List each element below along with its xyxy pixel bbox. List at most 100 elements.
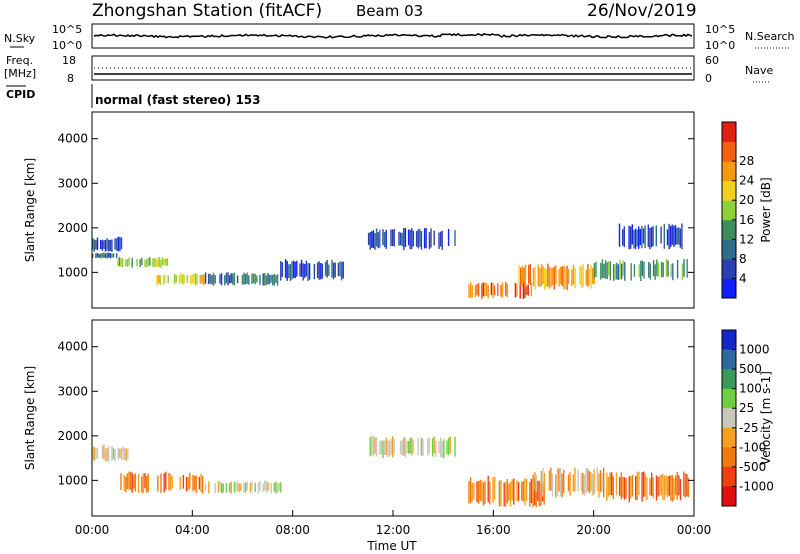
cpid-label: CPID bbox=[6, 88, 35, 101]
nave-tick-top-right: 60 bbox=[705, 54, 719, 67]
nsearch-label: N.Search bbox=[745, 30, 795, 43]
power-colorbar: 4 8 12 16 20 24 28 bbox=[721, 121, 754, 299]
colorbar-tick-1: 8 bbox=[739, 252, 747, 266]
velocity-echo-band-5 bbox=[532, 467, 605, 498]
nsky-frame bbox=[91, 23, 695, 49]
colorbar-tick-0: 4 bbox=[739, 271, 747, 285]
power-echo-band-9 bbox=[593, 259, 688, 281]
colorbar-cell-0 bbox=[722, 278, 736, 299]
velocity-echoes bbox=[92, 435, 690, 508]
colorbar-cell-5 bbox=[722, 427, 736, 448]
colorbar-cell-2 bbox=[722, 369, 736, 390]
nsky-trace bbox=[93, 32, 693, 39]
colorbar-tick-1: 500 bbox=[739, 362, 762, 376]
power-echo-band-4 bbox=[204, 272, 279, 286]
velocity-echo-band-2 bbox=[204, 480, 282, 494]
nave-tick-bottom-right: 0 bbox=[705, 72, 712, 85]
colorbar-tick-4: -25 bbox=[739, 421, 759, 435]
colorbar-cell-1 bbox=[722, 349, 736, 370]
colorbar-tick-3: 16 bbox=[739, 213, 754, 227]
time-axis-label: Time UT bbox=[366, 539, 417, 553]
power-yticks: 1000 2000 3000 4000 bbox=[57, 132, 694, 279]
nsky-panel: N.Sky 10^5 10^0 10^5 10^0 N.Search bbox=[4, 23, 795, 52]
ytick-label-0: 1000 bbox=[57, 265, 88, 279]
ytick-label-1: 2000 bbox=[57, 221, 88, 235]
power-panel: 1000 2000 3000 4000 Slant Range [km] 4 8 12 16… bbox=[23, 111, 773, 309]
colorbar-tick-5: -100 bbox=[739, 440, 766, 454]
velocity-cbar-label: Velocity [m s-1] bbox=[759, 371, 773, 465]
velocity-echo-band-1 bbox=[120, 471, 204, 494]
nave-label: Nave bbox=[745, 64, 773, 77]
power-echo-band-6 bbox=[367, 227, 456, 251]
xtick-label-5: 20:00 bbox=[576, 523, 611, 537]
freq-tick-top-left: 18 bbox=[62, 54, 76, 67]
colorbar-cell-3 bbox=[722, 219, 736, 240]
colorbar-cell-3 bbox=[722, 388, 736, 409]
colorbar-tick-6: -500 bbox=[739, 460, 766, 474]
colorbar-cell-5 bbox=[722, 180, 736, 201]
velocity-echo-band-0 bbox=[92, 444, 129, 463]
xtick-label-3: 12:00 bbox=[376, 523, 411, 537]
power-echo-band-7 bbox=[468, 281, 533, 299]
date-title: 26/Nov/2019 bbox=[587, 1, 697, 21]
power-echo-band-5 bbox=[280, 259, 344, 282]
velocity-echo-band-4 bbox=[468, 476, 545, 508]
ytick-label-3: 4000 bbox=[57, 340, 88, 354]
power-echo-band-0 bbox=[92, 236, 123, 252]
colorbar-tick-7: -1000 bbox=[739, 479, 774, 493]
power-echo-band-1 bbox=[92, 252, 118, 259]
freq-label-line2: [MHz] bbox=[4, 67, 36, 80]
nsky-tick-top-left: 10^5 bbox=[52, 23, 82, 36]
freq-label-line1: Freq. bbox=[6, 54, 33, 67]
colorbar-cell-2 bbox=[722, 239, 736, 260]
freq-panel: Freq. [MHz] 18 8 60 0 Nave bbox=[4, 54, 773, 85]
ytick-label-2: 3000 bbox=[57, 176, 88, 190]
ytick-label-2: 3000 bbox=[57, 384, 88, 398]
velocity-colorbar: 1000 500 100 25 -25 -100 -500 -1000 bbox=[721, 329, 774, 507]
colorbar-tick-2: 100 bbox=[739, 382, 762, 396]
station-title: Zhongshan Station (fitACF) bbox=[92, 1, 322, 21]
colorbar-tick-6: 28 bbox=[739, 154, 754, 168]
xtick-label-6: 00:00 bbox=[677, 523, 712, 537]
power-frame bbox=[91, 111, 695, 309]
colorbar-tick-5: 24 bbox=[739, 174, 754, 188]
colorbar-cell-8 bbox=[722, 486, 736, 507]
xtick-label-4: 16:00 bbox=[476, 523, 511, 537]
velocity-yticks: 1000 2000 3000 4000 bbox=[57, 340, 694, 487]
ytick-label-1: 2000 bbox=[57, 429, 88, 443]
cpid-mode-text: normal (fast stereo) 153 bbox=[95, 93, 261, 107]
colorbar-cell-7 bbox=[722, 466, 736, 487]
colorbar-tick-0: 1000 bbox=[739, 343, 770, 357]
colorbar-tick-3: 25 bbox=[739, 401, 754, 415]
velocity-panel: 1000 2000 3000 4000 00:00 04:00 08:00 12:00 16:… bbox=[23, 319, 774, 553]
nsky-tick-bottom-left: 10^0 bbox=[52, 39, 82, 52]
cpid-panel: CPID normal (fast stereo) 153 bbox=[6, 84, 261, 108]
colorbar-cell-4 bbox=[722, 408, 736, 429]
colorbar-cell-1 bbox=[722, 258, 736, 279]
velocity-ylabel: Slant Range [km] bbox=[23, 366, 37, 470]
colorbar-tick-2: 12 bbox=[739, 232, 754, 246]
xtick-label-1: 04:00 bbox=[175, 523, 210, 537]
power-cbar-label: Power [dB] bbox=[759, 177, 773, 242]
freq-frame bbox=[91, 55, 695, 81]
power-echo-band-2 bbox=[117, 256, 169, 268]
power-echo-band-10 bbox=[618, 223, 683, 250]
ytick-label-3: 4000 bbox=[57, 132, 88, 146]
velocity-xticks: 00:00 04:00 08:00 12:00 16:00 20:00 00:00 bbox=[75, 510, 712, 537]
colorbar-cell-6 bbox=[722, 447, 736, 468]
nsky-label: N.Sky bbox=[4, 32, 36, 45]
xtick-label-2: 08:00 bbox=[275, 523, 310, 537]
colorbar-cell-0 bbox=[722, 330, 736, 351]
nsky-tick-top-right: 10^5 bbox=[705, 23, 735, 36]
freq-tick-bottom-left: 8 bbox=[67, 72, 74, 85]
colorbar-cell-4 bbox=[722, 200, 736, 221]
ytick-label-0: 1000 bbox=[57, 473, 88, 487]
beam-title: Beam 03 bbox=[356, 2, 423, 20]
nsky-tick-bottom-right: 10^0 bbox=[705, 39, 735, 52]
velocity-echo-band-3 bbox=[369, 435, 456, 458]
power-echoes bbox=[92, 223, 688, 299]
velocity-echo-band-6 bbox=[606, 471, 690, 503]
power-echo-band-8 bbox=[518, 263, 595, 290]
power-ylabel: Slant Range [km] bbox=[23, 158, 37, 262]
